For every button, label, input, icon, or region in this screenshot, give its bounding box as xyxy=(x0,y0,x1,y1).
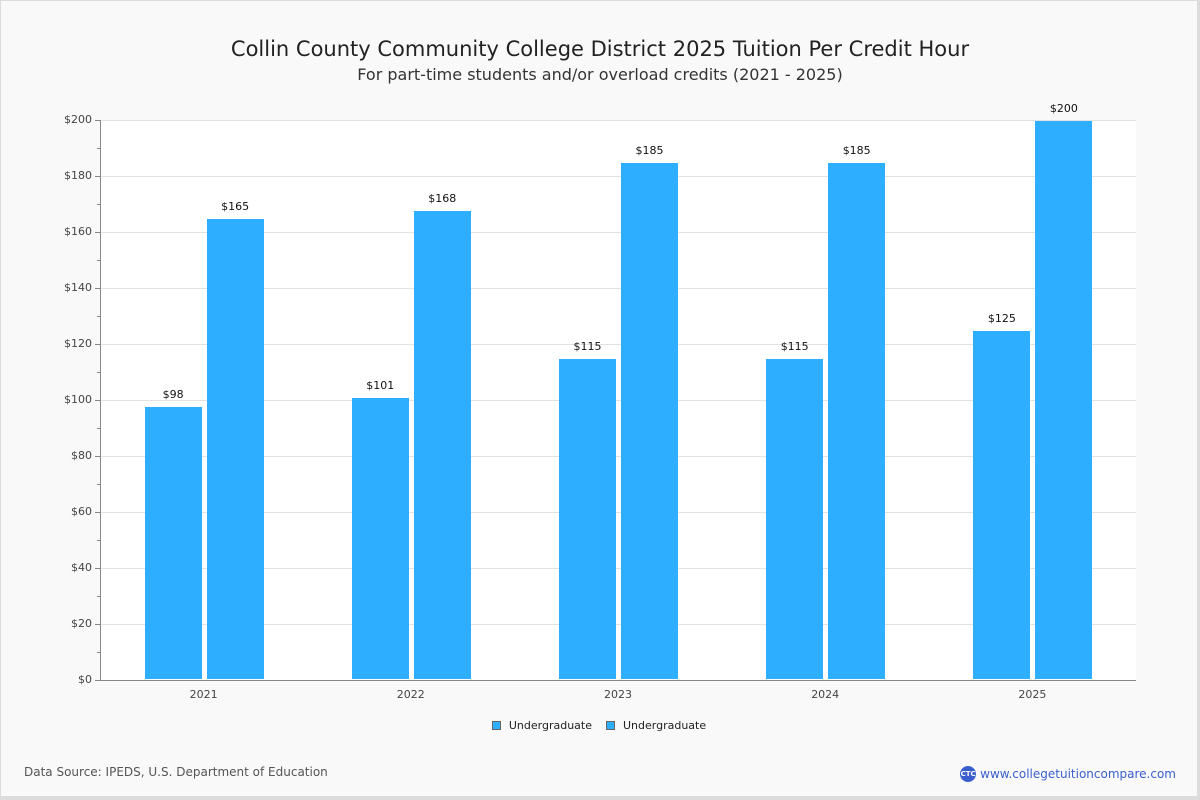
y-tick xyxy=(95,176,100,177)
bar-value-label: $185 xyxy=(635,144,664,157)
gridline xyxy=(100,288,1136,289)
bar-value-label: $98 xyxy=(162,387,184,401)
gridline xyxy=(100,624,1136,625)
bar-value-label: $115 xyxy=(780,340,809,353)
bar-2021-series-1[interactable] xyxy=(144,406,202,679)
y-minor-tick xyxy=(97,540,100,541)
bar-2024-series-1[interactable] xyxy=(766,359,824,679)
y-tick xyxy=(95,680,100,681)
y-tick xyxy=(95,568,100,569)
bar-2025-series-2[interactable] xyxy=(1035,121,1093,679)
y-tick-label: $180 xyxy=(64,169,92,182)
gridline xyxy=(100,400,1136,401)
y-tick-label: $140 xyxy=(64,281,92,294)
bar-value-label: $101 xyxy=(366,379,395,393)
y-minor-tick xyxy=(97,428,100,429)
y-minor-tick xyxy=(97,596,100,597)
bar-value-label: $200 xyxy=(1049,102,1078,115)
brand-url: www.collegetuitioncompare.com xyxy=(980,767,1176,781)
data-source-note: Data Source: IPEDS, U.S. Department of E… xyxy=(24,765,328,779)
ctc-logo-icon: CTC xyxy=(960,766,977,782)
gridline xyxy=(100,456,1136,457)
x-tick-label: 2024 xyxy=(811,688,840,701)
bar-2022-series-2[interactable] xyxy=(413,210,471,679)
y-minor-tick xyxy=(97,260,100,261)
y-minor-tick xyxy=(97,484,100,485)
brand-link[interactable]: CTC www.collegetuitioncompare.com xyxy=(960,766,1176,782)
legend: Undergraduate Undergraduate xyxy=(0,719,1198,732)
x-tick-label: 2021 xyxy=(189,688,218,701)
y-tick xyxy=(95,624,100,625)
y-tick xyxy=(95,120,100,121)
y-tick xyxy=(95,344,100,345)
y-minor-tick xyxy=(97,204,100,205)
plot-area xyxy=(100,120,1136,680)
gridline xyxy=(100,512,1136,513)
gridline xyxy=(100,568,1136,569)
bar-2024-series-2[interactable] xyxy=(828,163,886,679)
legend-label: Undergraduate xyxy=(623,719,707,732)
y-tick-label: $20 xyxy=(71,617,92,630)
legend-item-undergraduate-1[interactable]: Undergraduate xyxy=(491,719,592,732)
y-minor-tick xyxy=(97,372,100,373)
y-tick-label: $80 xyxy=(71,449,92,462)
y-tick-label: $40 xyxy=(71,561,92,574)
legend-label: Undergraduate xyxy=(508,719,592,732)
gridline xyxy=(100,176,1136,177)
bar-2023-series-2[interactable] xyxy=(621,163,678,679)
y-tick xyxy=(95,400,100,401)
bar-2021-series-2[interactable] xyxy=(206,219,264,679)
y-minor-tick xyxy=(97,148,100,149)
bar-2025-series-1[interactable] xyxy=(973,331,1031,679)
y-tick-label: $200 xyxy=(64,113,92,126)
legend-item-undergraduate-2[interactable]: Undergraduate xyxy=(606,719,706,732)
y-tick xyxy=(95,288,100,289)
y-tick xyxy=(95,512,100,513)
x-axis xyxy=(100,680,1136,681)
chart-subtitle: For part-time students and/or overload c… xyxy=(357,65,843,84)
x-tick-label: 2023 xyxy=(604,688,632,701)
bar-value-label: $168 xyxy=(428,191,457,205)
bar-value-label: $115 xyxy=(573,340,602,353)
chart-title: Collin County Community College District… xyxy=(230,37,970,61)
x-tick-label: 2022 xyxy=(396,688,425,701)
y-tick xyxy=(95,456,100,457)
legend-swatch-icon xyxy=(491,721,501,730)
gridline xyxy=(100,120,1136,121)
bar-value-label: $125 xyxy=(987,312,1016,325)
y-tick xyxy=(95,232,100,233)
y-minor-tick xyxy=(97,316,100,317)
y-minor-tick xyxy=(97,652,100,653)
gridline xyxy=(100,344,1136,345)
y-tick-label: $60 xyxy=(71,505,92,518)
bar-2023-series-1[interactable] xyxy=(559,359,616,679)
y-tick-label: $100 xyxy=(64,393,92,406)
y-tick-label: $160 xyxy=(64,225,92,238)
bar-2022-series-1[interactable] xyxy=(351,398,409,679)
y-tick-label: $0 xyxy=(78,673,92,686)
bar-value-label: $165 xyxy=(221,200,250,213)
legend-swatch-icon xyxy=(606,721,615,730)
y-tick-label: $120 xyxy=(64,337,92,350)
gridline xyxy=(100,232,1136,233)
y-axis xyxy=(100,120,101,681)
bar-value-label: $185 xyxy=(842,144,871,157)
x-tick-label: 2025 xyxy=(1018,688,1047,701)
